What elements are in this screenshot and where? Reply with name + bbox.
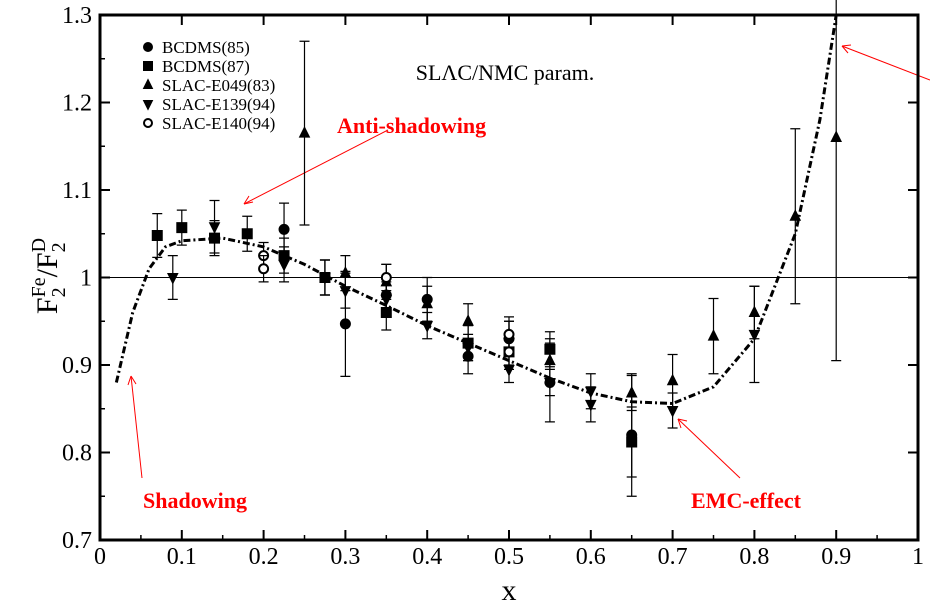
marker <box>380 294 393 307</box>
marker <box>278 259 290 272</box>
error-bar <box>831 0 842 362</box>
y-tick-label: 1.1 <box>62 178 92 204</box>
annotation-arrows <box>127 44 930 479</box>
y-axis-label: F2Fe/F2D <box>28 238 70 314</box>
marker <box>166 273 179 285</box>
param-curve <box>114 14 838 406</box>
marker <box>625 385 638 398</box>
marker <box>626 436 638 448</box>
legend-marker <box>143 118 153 128</box>
legend-marker <box>143 42 153 52</box>
marker <box>339 318 351 330</box>
curve-label: SLΛC/NMC param. <box>416 60 595 85</box>
legend-label: SLAC-E139(94) <box>162 95 275 114</box>
y-tick-label: 0.8 <box>62 441 92 467</box>
marker <box>748 329 761 342</box>
y-label-part: F <box>31 297 64 314</box>
marker <box>151 230 163 241</box>
x-tick-label: 0.2 <box>249 544 279 570</box>
marker <box>544 378 556 390</box>
y-tick-label: 0.7 <box>62 528 92 554</box>
x-tick-label: 1 <box>912 544 924 570</box>
x-tick-label: 0.3 <box>330 544 360 570</box>
marker <box>584 399 597 412</box>
marker <box>462 343 474 355</box>
legend-marker <box>143 61 153 71</box>
marker <box>503 328 515 340</box>
marker <box>666 373 679 386</box>
legend-marker <box>142 78 154 89</box>
x-tick-label: 0.1 <box>167 544 197 570</box>
plot-frame <box>98 13 920 542</box>
y-tick-label: 1 <box>80 266 92 292</box>
y-label-part: D <box>28 238 50 252</box>
x-tick-label: 0.6 <box>576 544 606 570</box>
marker <box>707 329 720 341</box>
x-axis-label: x <box>502 574 517 606</box>
marker <box>241 228 253 240</box>
marker <box>278 223 290 235</box>
marker <box>208 222 221 234</box>
annotation: Anti-shadowing <box>337 113 486 138</box>
x-tick-label: 0.9 <box>821 544 851 570</box>
marker <box>319 273 331 285</box>
y-tick-label: 0.9 <box>62 353 92 379</box>
marker <box>176 222 188 234</box>
legend-label: SLAC-E140(94) <box>162 114 275 133</box>
annotation: Shadowing <box>143 488 247 513</box>
x-tick-label: 0.8 <box>739 544 769 570</box>
marker <box>298 126 311 138</box>
y-label-part: /F <box>31 252 64 277</box>
marker <box>789 209 802 221</box>
annotation: EMC-effect <box>691 488 802 513</box>
legend-label: BCDMS(87) <box>162 57 250 76</box>
y-tick-label: 1.2 <box>62 91 92 117</box>
x-tick-label: 0 <box>94 544 106 570</box>
marker <box>462 314 474 326</box>
marker <box>503 346 515 358</box>
y-tick-label: 1.3 <box>62 3 92 29</box>
marker <box>339 286 352 298</box>
y-label-part: 2 <box>48 242 70 252</box>
marker <box>380 272 392 283</box>
legend-marker <box>142 100 154 111</box>
x-tick-label: 0.7 <box>658 544 688 570</box>
marker <box>666 406 679 418</box>
marker <box>421 296 434 309</box>
legend-label: SLAC-E049(83) <box>162 76 275 95</box>
marker <box>258 263 270 275</box>
marker <box>830 130 843 142</box>
marker <box>421 321 434 333</box>
y-label-part: Fe <box>28 277 50 297</box>
x-tick-label: 0.5 <box>494 544 524 570</box>
legend-label: BCDMS(85) <box>162 38 250 57</box>
marker <box>503 364 515 377</box>
x-tick-label: 0.4 <box>412 544 442 570</box>
marker <box>544 353 556 366</box>
y-label-part: 2 <box>48 287 70 297</box>
